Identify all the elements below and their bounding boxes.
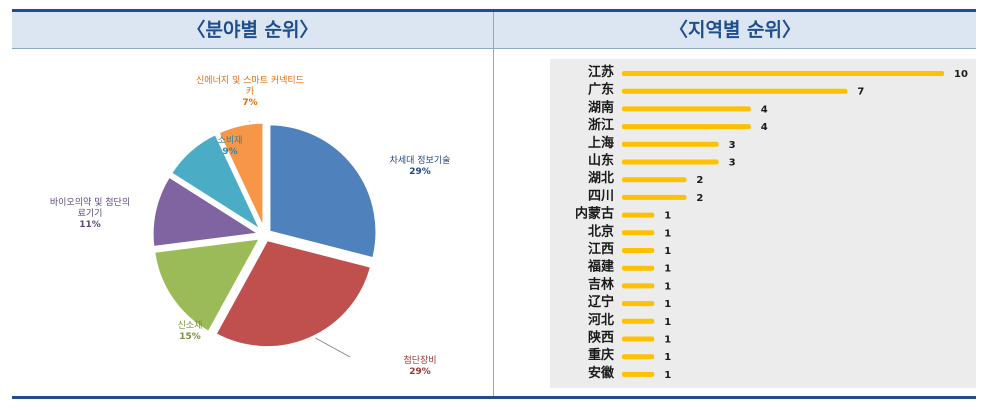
bar-value-label: 1 (664, 299, 671, 310)
bar (622, 318, 655, 324)
bar-category-label: 江西 (588, 241, 614, 257)
table-bottom-rule (12, 396, 976, 399)
bar (622, 159, 719, 165)
bar-value-label: 7 (857, 87, 864, 98)
pie-slice (212, 237, 374, 350)
bar (622, 230, 655, 236)
bar-category-label: 重庆 (588, 347, 614, 363)
bar-value-label: 4 (761, 104, 768, 115)
region-bar-chart: 江苏 10 广东 7 湖南 4 浙江 4 上海 3 山东 3 湖北 2 四川 2 内蒙古 1 北京 1 江西 1 福建 1 吉林… (550, 59, 976, 388)
bar-category-label: 吉林 (588, 276, 614, 292)
bar (622, 265, 655, 271)
pie-slice-label: 소비재 (218, 135, 243, 146)
bar-svg: 江苏 10 广东 7 湖南 4 浙江 4 上海 3 山东 3 湖北 2 四川 2 内蒙古 1 北京 1 江西 1 福建 1 吉林… (575, 64, 968, 381)
table-header-row: 〈분야별 순위〉 〈지역별 순위〉 (12, 12, 976, 49)
bar-value-label: 4 (761, 122, 768, 133)
pie-label: 신에너지 및 스마트 커넥티드 카7% (196, 74, 304, 108)
pie-slice (215, 120, 266, 231)
bar (622, 141, 719, 147)
bar-value-label: 1 (664, 281, 671, 292)
bar (622, 177, 687, 183)
pie-slice-label: 첨단장비 (403, 355, 436, 366)
bar-category-label: 浙江 (588, 117, 614, 133)
bar-value-label: 3 (729, 140, 736, 151)
table-top-rule (12, 9, 976, 12)
bar-category-label: 广东 (588, 82, 614, 98)
region-ranking-header: 〈지역별 순위〉 (668, 19, 801, 41)
bar-category-label: 湖南 (588, 99, 614, 115)
bar (622, 71, 944, 76)
bar-category-label: 内蒙古 (575, 206, 614, 222)
bar-category-label: 河北 (588, 312, 614, 328)
bar (622, 248, 655, 253)
bar-value-label: 1 (664, 211, 671, 222)
pie-slice-pct: 15% (179, 332, 201, 342)
pie-slice-pct: 9% (222, 147, 237, 157)
pie-slice-label: 신에너지 및 스마트 커넥티드 카 (196, 74, 304, 97)
bar (622, 336, 655, 342)
pie-slice-pct: 7% (242, 98, 257, 108)
ranking-table: 〈분야별 순위〉 〈지역별 순위〉 차세대 정보기술 29% 첨단장비 29% 신소재 1… (12, 9, 976, 399)
bar-value-label: 1 (664, 317, 671, 328)
bar (622, 194, 687, 200)
bar (622, 354, 655, 360)
bar-value-label: 1 (664, 228, 671, 239)
bar-value-label: 3 (729, 158, 736, 169)
bar-category-label: 安徽 (588, 365, 615, 381)
bar-value-label: 2 (696, 175, 703, 186)
bar (622, 301, 655, 307)
bar-value-label: 1 (664, 264, 671, 275)
bar (622, 371, 655, 377)
bar-value-label: 2 (696, 193, 703, 204)
pie-slice-label: 신소재 (178, 320, 203, 331)
pie-slice (152, 235, 264, 335)
bar-category-label: 江苏 (588, 64, 614, 80)
bar-value-label: 1 (664, 246, 671, 257)
pie-slice-pct: 29% (409, 167, 431, 177)
bar-category-label: 上海 (588, 135, 614, 151)
column-divider (493, 12, 494, 396)
pie-slice-pct: 29% (409, 367, 431, 377)
bar (622, 283, 655, 289)
bar (622, 124, 751, 130)
bar-value-label: 10 (954, 69, 968, 80)
bar-category-label: 福建 (587, 259, 614, 275)
bar (622, 106, 751, 112)
pie-slice-label: 바이오의약 및 첨단의 료기기 (50, 196, 130, 219)
bar-category-label: 辽宁 (588, 294, 614, 310)
pie-slice (168, 131, 266, 236)
bar-value-label: 1 (664, 352, 671, 363)
bar-category-label: 山东 (588, 153, 614, 169)
pie-slice-label: 차세대 정보기술 (390, 154, 451, 166)
pie-slice (150, 173, 265, 250)
bar-category-label: 陕西 (588, 330, 614, 346)
bar-value-label: 1 (664, 370, 671, 381)
bar-category-label: 四川 (588, 189, 614, 204)
bar-category-label: 北京 (588, 223, 614, 239)
sector-pie-chart: 차세대 정보기술 29% 첨단장비 29% 신소재 15% 바이오의약 및 첨단의 료기기 11… (30, 63, 475, 388)
bar (622, 212, 655, 218)
bar-category-label: 湖北 (588, 171, 614, 186)
bar (622, 88, 848, 94)
sector-ranking-header: 〈분야별 순위〉 (186, 19, 319, 41)
bar-value-label: 1 (664, 335, 671, 346)
pie-slice-pct: 11% (79, 220, 101, 230)
pie-slice (267, 122, 379, 261)
